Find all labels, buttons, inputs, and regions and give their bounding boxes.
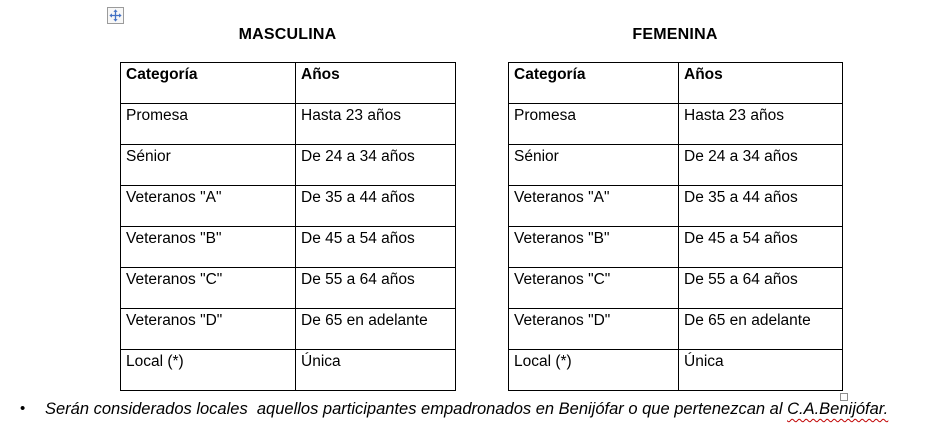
years-cell: De 24 a 34 años: [678, 144, 843, 186]
years-cell: De 65 en adelante: [678, 308, 843, 350]
years-cell: De 24 a 34 años: [295, 144, 456, 186]
table-row: Local (*) Única: [508, 349, 843, 391]
years-cell: Hasta 23 años: [295, 103, 456, 145]
table-row: Promesa Hasta 23 años: [508, 103, 843, 145]
years-cell: De 45 a 54 años: [295, 226, 456, 268]
femenina-title: FEMENINA: [632, 26, 718, 43]
years-cell: Única: [295, 349, 456, 391]
years-cell: Única: [678, 349, 843, 391]
years-cell: De 55 a 64 años: [295, 267, 456, 309]
table-row: Veteranos "A" De 35 a 44 años: [120, 185, 456, 227]
category-cell: Veteranos "A": [508, 185, 679, 227]
table-resize-handle[interactable]: [840, 393, 848, 401]
years-cell: De 55 a 64 años: [678, 267, 843, 309]
category-cell: Veteranos "D": [120, 308, 296, 350]
category-cell: Local (*): [508, 349, 679, 391]
table-row: Sénior De 24 a 34 años: [508, 144, 843, 186]
table-row: Veteranos "D" De 65 en adelante: [120, 308, 456, 350]
header-cell-anos: Años: [678, 62, 843, 104]
table-header-row: Categoría Años: [508, 62, 843, 104]
masculina-table: Categoría Años Promesa Hasta 23 años Sénior D…: [120, 62, 456, 391]
table-row: Veteranos "B" De 45 a 54 años: [120, 226, 456, 268]
table-move-handle[interactable]: [107, 7, 124, 24]
header-cell-categoria: Categoría: [120, 62, 296, 104]
category-cell: Veteranos "C": [508, 267, 679, 309]
local-participants-note: • Serán considerados locales aquellos pa…: [20, 399, 930, 419]
table-row: Local (*) Única: [120, 349, 456, 391]
table-row: Veteranos "B" De 45 a 54 años: [508, 226, 843, 268]
note-text: Serán considerados locales aquellos part…: [45, 399, 888, 419]
header-cell-categoria: Categoría: [508, 62, 679, 104]
category-cell: Promesa: [120, 103, 296, 145]
category-cell: Local (*): [120, 349, 296, 391]
table-row: Veteranos "C" De 55 a 64 años: [120, 267, 456, 309]
years-cell: Hasta 23 años: [678, 103, 843, 145]
years-cell: De 35 a 44 años: [678, 185, 843, 227]
bullet-marker: •: [20, 400, 26, 417]
category-cell: Promesa: [508, 103, 679, 145]
note-text-main: Serán considerados locales aquellos part…: [45, 400, 788, 418]
years-cell: De 35 a 44 años: [295, 185, 456, 227]
years-cell: De 45 a 54 años: [678, 226, 843, 268]
table-row: Promesa Hasta 23 años: [120, 103, 456, 145]
category-cell: Veteranos "D": [508, 308, 679, 350]
table-row: Veteranos "C" De 55 a 64 años: [508, 267, 843, 309]
table-header-row: Categoría Años: [120, 62, 456, 104]
table-row: Sénior De 24 a 34 años: [120, 144, 456, 186]
category-cell: Veteranos "B": [120, 226, 296, 268]
header-cell-anos: Años: [295, 62, 456, 104]
category-cell: Veteranos "B": [508, 226, 679, 268]
move-arrows-icon: [109, 9, 122, 22]
masculina-title: MASCULINA: [238, 26, 337, 43]
category-cell: Veteranos "A": [120, 185, 296, 227]
category-cell: Veteranos "C": [120, 267, 296, 309]
note-text-spellcheck-flagged: C.A.Benijófar.: [787, 400, 889, 418]
table-row: Veteranos "A" De 35 a 44 años: [508, 185, 843, 227]
years-cell: De 65 en adelante: [295, 308, 456, 350]
category-cell: Sénior: [120, 144, 296, 186]
femenina-table: Categoría Años Promesa Hasta 23 años Sénior D…: [508, 62, 843, 391]
table-row: Veteranos "D" De 65 en adelante: [508, 308, 843, 350]
category-cell: Sénior: [508, 144, 679, 186]
